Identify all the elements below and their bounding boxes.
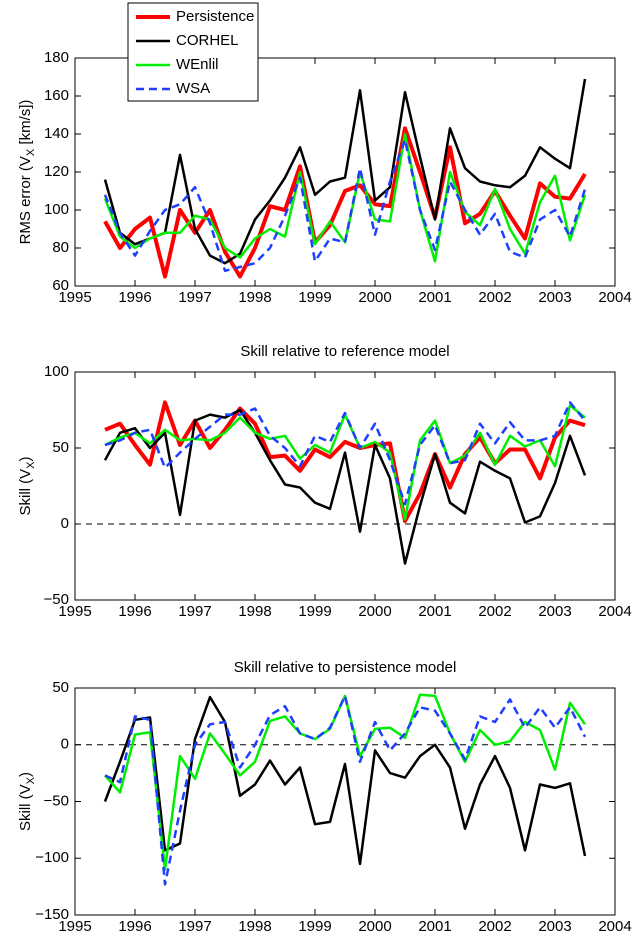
x-tick-label: 1998: [238, 289, 271, 306]
x-tick-label: 2001: [418, 289, 451, 306]
x-tick-label: 1996: [118, 918, 151, 935]
series-line: [103, 408, 587, 565]
series-line: [104, 693, 587, 871]
plot-frame: [74, 57, 616, 287]
x-tick-label: 1999: [298, 918, 331, 935]
x-tick-label: 2003: [538, 603, 571, 620]
x-tick-label: 2000: [358, 603, 391, 620]
x-tick-label: 2000: [358, 289, 391, 306]
legend-box: [127, 2, 259, 102]
y-tick-label: 160: [44, 87, 69, 104]
y-tick-label: 80: [52, 239, 69, 256]
y-axis-label: RMS error (VX [km/s]): [17, 100, 37, 245]
y-tick-label: 0: [61, 736, 69, 753]
series-line: [103, 126, 587, 279]
y-axis-label-part: RMS error (V: [17, 156, 34, 244]
x-tick-label: 1998: [238, 603, 271, 620]
x-tick-label: 1995: [58, 289, 91, 306]
series-line: [103, 78, 587, 265]
y-tick-label: −100: [35, 849, 69, 866]
x-tick-label: 2004: [598, 289, 631, 306]
x-tick-label: 2000: [358, 918, 391, 935]
x-tick-label: 2003: [538, 289, 571, 306]
series-line: [103, 132, 587, 263]
x-tick-label: 1997: [178, 918, 211, 935]
x-tick-label: 1999: [298, 603, 331, 620]
x-tick-label: 2002: [478, 918, 511, 935]
series-line: [104, 400, 586, 523]
x-tick-label: 2001: [418, 603, 451, 620]
x-tick-label: 1998: [238, 918, 271, 935]
plot-frame: [74, 687, 616, 916]
y-axis-label-part: Skill (V: [17, 469, 34, 516]
y-tick-label: 140: [44, 125, 69, 142]
y-axis-label: Skill (VX): [17, 456, 37, 515]
y-tick-label: 50: [52, 439, 69, 456]
y-tick-label: 180: [44, 49, 69, 66]
y-tick-label: 60: [52, 277, 69, 294]
y-tick-label: −50: [44, 792, 69, 809]
y-axis-label-part: [km/s]): [17, 100, 34, 149]
legend-label: WEnlil: [176, 56, 219, 73]
y-axis-label-part: X: [25, 461, 37, 469]
y-axis-label-part: Skill (V: [17, 784, 34, 831]
series-line: [103, 695, 587, 866]
y-tick-label: 0: [61, 515, 69, 532]
x-tick-label: 1999: [298, 289, 331, 306]
y-axis-label-part: X: [25, 148, 37, 156]
x-tick-label: 2002: [478, 289, 511, 306]
y-tick-label: −50: [44, 591, 69, 608]
x-tick-label: 1997: [178, 603, 211, 620]
chart-title: Skill relative to persistence model: [234, 659, 457, 676]
x-tick-label: 1995: [58, 918, 91, 935]
y-tick-label: 50: [52, 679, 69, 696]
y-tick-label: 100: [44, 363, 69, 380]
x-tick-label: 1997: [178, 289, 211, 306]
y-axis-label-part: X: [25, 776, 37, 784]
chart-title: Skill relative to reference model: [240, 343, 449, 360]
y-axis-label-part: ): [17, 456, 34, 461]
series-line: [104, 401, 586, 506]
plot-frame: [74, 371, 616, 601]
x-tick-label: 1995: [58, 603, 91, 620]
x-tick-label: 2003: [538, 918, 571, 935]
x-tick-label: 2004: [598, 603, 631, 620]
y-tick-label: −150: [35, 906, 69, 923]
x-tick-label: 1996: [118, 603, 151, 620]
legend-label: WSA: [176, 80, 210, 97]
y-tick-label: 100: [44, 201, 69, 218]
y-axis-label: Skill (VX): [17, 772, 37, 831]
x-tick-label: 2001: [418, 918, 451, 935]
y-tick-label: 120: [44, 163, 69, 180]
y-axis-label-part: ): [17, 772, 34, 777]
series-line: [103, 138, 587, 273]
x-tick-label: 2004: [598, 918, 631, 935]
series-line: [104, 694, 587, 886]
x-tick-label: 1996: [118, 289, 151, 306]
legend-label: Persistence: [176, 8, 254, 25]
x-tick-label: 2002: [478, 603, 511, 620]
legend-label: CORHEL: [176, 32, 239, 49]
